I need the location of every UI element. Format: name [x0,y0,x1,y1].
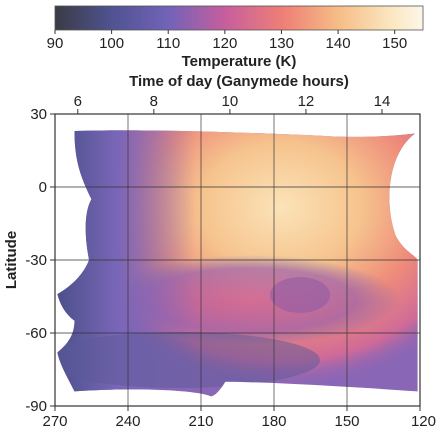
x-axis-tick-label: 210 [188,413,213,430]
colorbar-tick-label: 130 [269,35,294,52]
y-axis-tick-label: -90 [25,398,47,415]
colorbar-tick-label: 100 [99,35,124,52]
y-axis-tick-label: -30 [25,252,47,269]
x-axis-tick-label: 180 [261,413,286,430]
y-axis-tick-label: 30 [30,106,47,123]
x-axis-tick-label: 150 [334,413,359,430]
field-south-cold [57,332,320,388]
colorbar-tick-label: 90 [47,35,64,52]
colorbar-tick-label: 150 [382,35,407,52]
top-axis-tick-label: 12 [298,93,315,110]
top-axis-tick-label: 6 [74,93,82,110]
x-axis-ticks: 270 240 210 180 150 120 [42,406,436,430]
y-axis-tick-label: 0 [39,179,47,196]
plot-area [54,113,421,407]
x-axis-tick-label: 120 [411,413,436,430]
top-axis-tick-label: 14 [374,93,391,110]
colorbar-tick-label: 120 [212,35,237,52]
colorbar-tick-label: 110 [156,35,180,52]
top-axis-tick-label: 10 [222,93,239,110]
x-axis-tick-label: 240 [115,413,140,430]
colorbar-ticks: 90 100 110 120 130 140 150 [47,30,407,52]
plot-frame [54,113,421,407]
colorbar-label: Temperature (K) [182,53,297,70]
y-axis-tick-label: -60 [25,325,47,342]
colorbar-tick-label: 140 [326,35,351,52]
colorbar: 90 100 110 120 130 140 150 Temperature (K) [47,5,424,70]
top-axis-tick-label: 8 [150,93,158,110]
field-cold-spot [270,277,330,313]
y-axis-ticks: 30 0 -30 -60 -90 [25,106,55,415]
top-axis-ticks: 6 8 10 12 14 [74,93,391,114]
temperature-field [57,130,418,397]
top-axis-label: Time of day (Ganymede hours) [129,73,349,90]
x-axis-tick-label: 270 [42,413,67,430]
y-axis-label: Latitude [3,231,20,289]
grid-lines [55,114,420,406]
colorbar-gradient [54,5,424,31]
